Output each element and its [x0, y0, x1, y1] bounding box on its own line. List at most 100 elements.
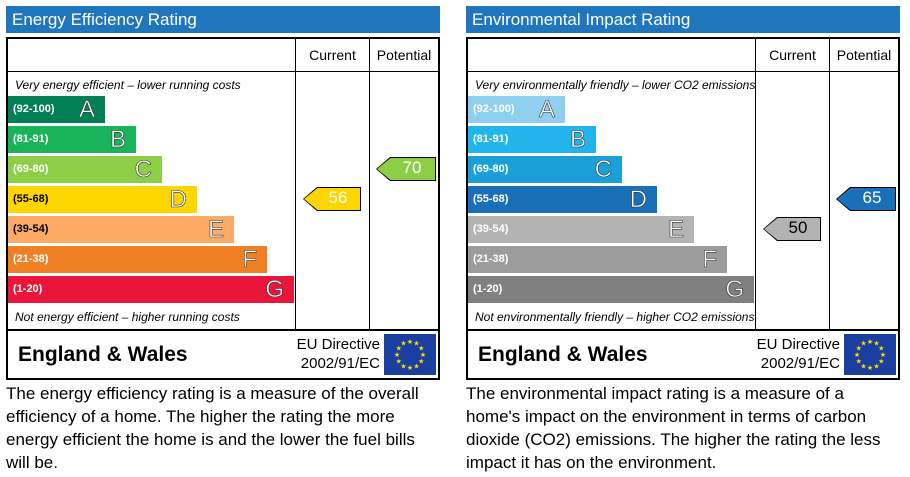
environmental-impact-description: The environmental impact rating is a mea…: [466, 384, 881, 472]
svg-text:★: ★: [418, 345, 424, 353]
footer-divider: [8, 329, 438, 331]
energy-efficiency-title: Energy Efficiency Rating: [6, 6, 440, 33]
rating-band-a: (92-100) A: [8, 96, 105, 123]
band-letter: A: [538, 96, 556, 124]
energy-efficiency-description: The energy efficiency rating is a measur…: [6, 384, 419, 472]
directive-number: 2002/91/EC: [300, 355, 380, 372]
potential-rating-fill: [377, 158, 435, 180]
band-range-label: (39-54): [13, 223, 49, 235]
band-range-label: (69-80): [473, 163, 509, 175]
svg-text:★: ★: [407, 364, 413, 372]
rating-band-d: (55-68) D: [8, 186, 197, 213]
svg-text:★: ★: [396, 345, 402, 353]
directive-label: EU Directive: [756, 336, 840, 353]
band-letter: F: [702, 246, 717, 274]
environmental-impact-panel: Environmental Impact Rating Current Pote…: [466, 6, 900, 474]
bottom-caption: Not energy efficient – higher running co…: [15, 310, 240, 324]
svg-text:★: ★: [867, 338, 873, 346]
band-letter: C: [594, 156, 612, 184]
band-letter: D: [629, 186, 647, 214]
environmental-impact-chart: Current Potential Very environmentally f…: [466, 37, 900, 380]
potential-column-header: Potential: [376, 47, 432, 63]
svg-text:★: ★: [873, 340, 879, 348]
band-letter: G: [265, 276, 284, 304]
band-range-label: (69-80): [13, 163, 49, 175]
rating-band-e: (39-54) E: [8, 216, 234, 243]
eu-directive: EU Directive 2002/91/EC: [270, 335, 380, 373]
band-range-label: (21-38): [473, 253, 509, 265]
band-range-label: (55-68): [13, 193, 49, 205]
band-range-label: (55-68): [473, 193, 509, 205]
current-column-header: Current: [769, 47, 816, 63]
rating-band-g: (1-20) G: [8, 276, 294, 303]
band-letter: B: [109, 126, 127, 154]
rating-band-b: (81-91) B: [468, 126, 596, 153]
column-divider: [369, 39, 370, 329]
footer: England & Wales EU Directive 2002/91/EC …: [8, 331, 438, 378]
svg-text:★: ★: [878, 358, 884, 366]
svg-text:★: ★: [860, 340, 866, 348]
band-range-label: (92-100): [473, 103, 515, 115]
top-caption: Very energy efficient – lower running co…: [15, 78, 241, 92]
eu-directive: EU Directive 2002/91/EC: [730, 335, 840, 373]
potential-rating-fill: [837, 188, 895, 210]
svg-text:★: ★: [418, 358, 424, 366]
band-letter: F: [242, 246, 257, 274]
band-letter: D: [169, 186, 187, 214]
current-rating-fill: [764, 218, 820, 240]
energy-efficiency-panel: Energy Efficiency Rating Current Potenti…: [6, 6, 440, 474]
current-rating-fill: [304, 188, 360, 210]
current-rating-value: 50: [788, 218, 808, 237]
rating-band-c: (69-80) C: [8, 156, 162, 183]
svg-text:★: ★: [420, 351, 426, 359]
band-range-label: (81-91): [13, 133, 49, 145]
rating-band-a: (92-100) A: [468, 96, 565, 123]
band-letter: E: [667, 216, 685, 244]
band-range-label: (1-20): [13, 283, 43, 295]
band-range-label: (1-20): [473, 283, 503, 295]
potential-rating-value: 65: [862, 188, 882, 207]
region-name: England & Wales: [18, 343, 188, 366]
band-letter: C: [134, 156, 152, 184]
rating-band-g: (1-20) G: [468, 276, 754, 303]
rating-band-d: (55-68) D: [468, 186, 657, 213]
svg-text:★: ★: [394, 351, 400, 359]
column-divider: [755, 39, 756, 329]
rating-band-b: (81-91) B: [8, 126, 136, 153]
eu-flag-icon: ★ ★★★★★★★★★★★: [844, 334, 896, 375]
band-letter: E: [207, 216, 225, 244]
svg-text:★: ★: [873, 362, 879, 370]
svg-text:★: ★: [854, 351, 860, 359]
directive-number: 2002/91/EC: [760, 355, 840, 372]
region-name: England & Wales: [478, 343, 648, 366]
current-column-header: Current: [309, 47, 356, 63]
svg-text:★: ★: [867, 364, 873, 372]
band-range-label: (81-91): [473, 133, 509, 145]
band-range-label: (39-54): [473, 223, 509, 235]
header-divider: [8, 71, 438, 72]
band-letter: A: [78, 96, 96, 124]
svg-text:★: ★: [860, 362, 866, 370]
svg-text:★: ★: [400, 362, 406, 370]
bottom-caption: Not environmentally friendly – higher CO…: [475, 310, 755, 324]
energy-efficiency-chart: Current Potential Very energy efficient …: [6, 37, 440, 380]
footer: England & Wales EU Directive 2002/91/EC …: [468, 331, 898, 378]
header-divider: [468, 71, 898, 72]
footer-divider: [468, 329, 898, 331]
svg-text:★: ★: [878, 345, 884, 353]
svg-text:★: ★: [856, 358, 862, 366]
potential-column-header: Potential: [836, 47, 892, 63]
current-rating-arrow: 50: [763, 217, 821, 241]
rating-band-f: (21-38) F: [468, 246, 727, 273]
svg-text:★: ★: [400, 340, 406, 348]
current-rating-arrow: 56: [303, 187, 361, 211]
band-letter: B: [569, 126, 587, 154]
rating-band-e: (39-54) E: [468, 216, 694, 243]
top-caption: Very environmentally friendly – lower CO…: [475, 78, 756, 92]
svg-text:★: ★: [407, 338, 413, 346]
potential-rating-arrow: 70: [376, 157, 436, 181]
potential-rating-arrow: 65: [836, 187, 896, 211]
svg-text:★: ★: [880, 351, 886, 359]
band-range-label: (21-38): [13, 253, 49, 265]
svg-text:★: ★: [413, 340, 419, 348]
